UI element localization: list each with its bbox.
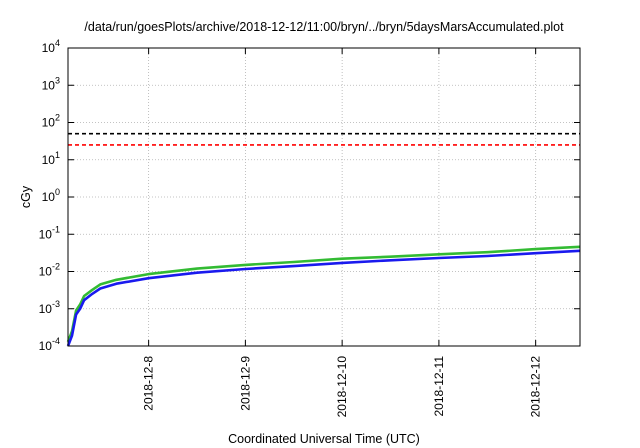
x-axis-label: Coordinated Universal Time (UTC) [228,432,420,446]
series-line [66,245,581,343]
y-tick-label: 10-3 [39,299,60,316]
y-tick-label: 104 [42,38,60,55]
grid [68,48,580,346]
series-group [66,245,581,347]
y-tick-label: 102 [42,113,60,130]
y-tick-label: 100 [42,187,60,204]
chart-title: /data/run/goesPlots/archive/2018-12-12/1… [84,20,564,34]
y-axis-label: cGy [19,185,33,208]
x-tick-label: 2018-12-12 [529,356,543,418]
y-tick-label: 103 [42,75,60,92]
y-tick-label: 10-1 [39,224,60,241]
series-line [66,249,581,347]
x-tick-label: 2018-12-11 [432,356,446,417]
x-axis: 2018-12-8 2018-12-9 2018-12-10 2018-12-11 20… [142,48,543,417]
y-tick-label: 10-2 [39,262,60,279]
y-tick-label: 101 [42,150,60,167]
y-axis: 10-4 10-3 10-2 10-1 100 101 102 103 104 [39,38,580,353]
y-tick-label: 10-4 [39,336,60,353]
x-tick-label: 2018-12-9 [238,356,252,411]
threshold-lines [68,132,580,146]
x-tick-label: 2018-12-8 [142,356,156,411]
x-tick-label: 2018-12-10 [335,356,349,418]
